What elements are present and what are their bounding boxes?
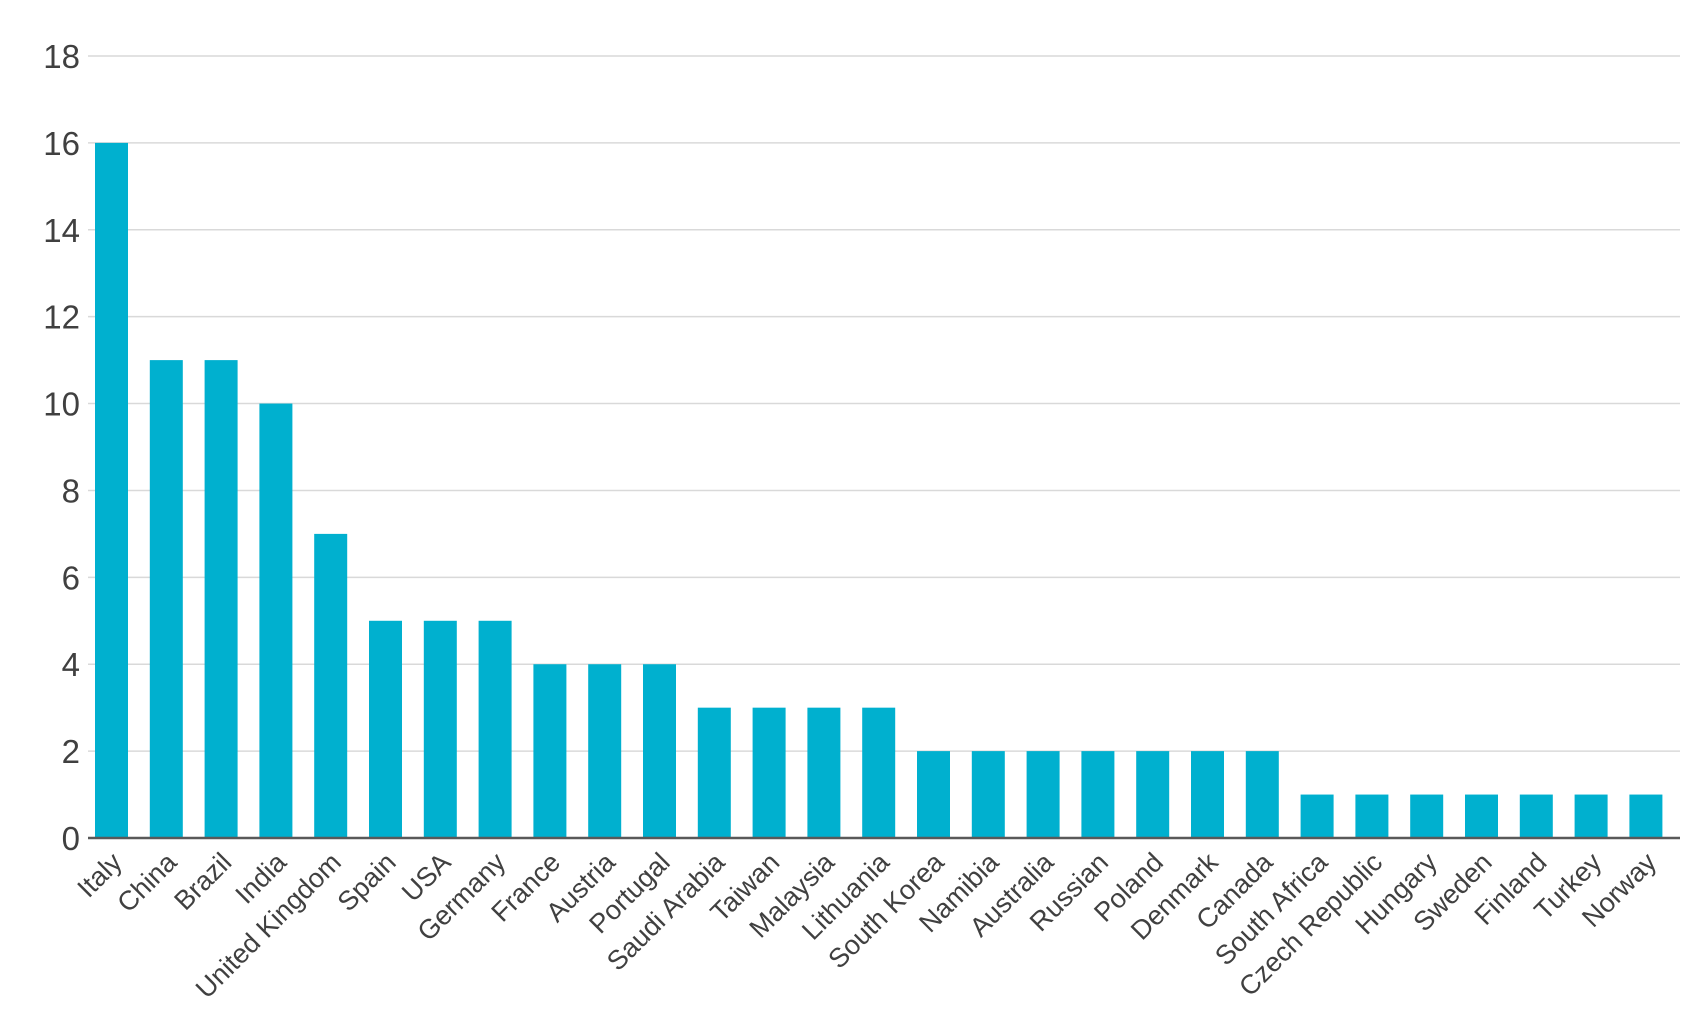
bar-brazil <box>204 360 238 838</box>
y-tick-label: 4 <box>62 646 80 683</box>
bar-turkey <box>1574 794 1608 838</box>
x-tick-label: China <box>111 846 183 918</box>
y-tick-label: 16 <box>43 125 80 162</box>
bar-norway <box>1629 794 1663 838</box>
gridlines <box>88 55 1680 752</box>
bar-united-kingdom <box>314 533 348 838</box>
y-tick-label: 18 <box>43 38 80 75</box>
bar-spain <box>369 620 402 838</box>
y-tick-label: 12 <box>43 299 80 336</box>
bar-saudi-arabia <box>697 707 731 838</box>
y-tick-label: 6 <box>62 559 80 596</box>
bar-lithuania <box>862 707 896 838</box>
y-tick-label: 10 <box>43 386 80 423</box>
y-axis-ticks: 0 2 4 6 8 10 12 14 16 18 <box>43 38 80 857</box>
bar-canada <box>1245 751 1279 838</box>
bar-south-africa <box>1300 794 1334 838</box>
bar-malaysia <box>807 707 841 838</box>
bar-portugal <box>643 664 676 838</box>
bar-italy <box>95 142 128 838</box>
y-tick-label: 14 <box>43 212 80 249</box>
bar-india <box>259 403 293 838</box>
bar-germany <box>478 620 512 838</box>
bar-taiwan <box>752 707 786 838</box>
bar-south-korea <box>917 751 950 838</box>
bar-hungary <box>1410 794 1444 838</box>
bar-austria <box>588 664 622 838</box>
bar-france <box>533 664 567 838</box>
bar-russian <box>1081 751 1115 838</box>
bar-australia <box>1026 751 1060 838</box>
bar-denmark <box>1191 751 1224 838</box>
x-tick-label: Spain <box>332 847 402 917</box>
x-tick-label: Brazil <box>168 847 237 916</box>
y-tick-label: 8 <box>62 472 80 509</box>
y-tick-label: 2 <box>62 733 80 770</box>
bar-china <box>149 360 183 838</box>
bar-czech-republic <box>1355 794 1389 838</box>
bar-finland <box>1519 794 1553 838</box>
bars <box>95 142 1663 838</box>
y-tick-label: 0 <box>62 820 80 857</box>
bar-poland <box>1136 751 1170 838</box>
bar-usa <box>423 620 457 838</box>
bar-sweden <box>1465 794 1498 838</box>
bar-namibia <box>971 751 1005 838</box>
